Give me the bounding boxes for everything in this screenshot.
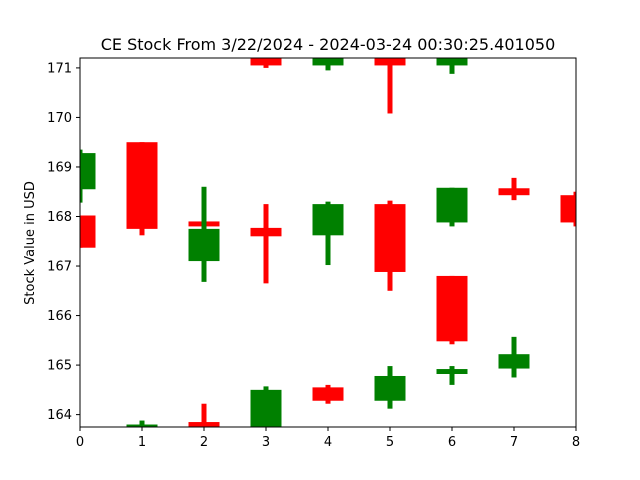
y-tick-label: 164 (47, 408, 72, 423)
candle-body (250, 58, 282, 66)
x-axis-ticks: 0 1 2 3 4 5 6 7 8 (76, 427, 580, 450)
candle (436, 187, 468, 227)
candle-body (80, 153, 96, 190)
candle-body (436, 275, 468, 342)
x-tick-label: 8 (572, 435, 580, 450)
candle (436, 366, 468, 385)
candle (436, 275, 468, 345)
candle (250, 386, 282, 427)
y-tick-label: 170 (47, 111, 72, 126)
candle (80, 215, 96, 248)
candle-body (312, 204, 344, 236)
candle-body (498, 188, 530, 196)
candle-body (312, 387, 344, 401)
candle-wick (201, 403, 207, 427)
x-tick-label: 6 (448, 435, 456, 450)
candle-body (374, 58, 406, 66)
candle-body (188, 228, 220, 262)
candle-wick (449, 366, 455, 385)
candle (250, 58, 282, 68)
y-tick-label: 168 (47, 210, 72, 225)
candle (498, 336, 530, 378)
candle-body (126, 424, 158, 427)
candle-body (312, 58, 344, 66)
candle-body (250, 227, 282, 237)
candle (80, 149, 96, 203)
candle-wick (387, 58, 393, 114)
candle-body (436, 369, 468, 375)
candle-body (374, 375, 406, 401)
candle (312, 384, 344, 404)
candle (560, 191, 576, 227)
candle-body (498, 354, 530, 369)
candle-wick (139, 420, 145, 427)
candle-body (436, 187, 468, 223)
candle (188, 186, 220, 282)
candle (250, 204, 282, 284)
chart-title: CE Stock From 3/22/2024 - 2024-03-24 00:… (101, 35, 556, 54)
candle-body (188, 422, 220, 427)
candle (188, 403, 220, 427)
candle (126, 142, 158, 236)
x-tick-label: 7 (510, 435, 518, 450)
candle (374, 366, 406, 409)
y-tick-label: 165 (47, 359, 72, 374)
candle-body (374, 204, 406, 272)
candle-body (250, 389, 282, 427)
candle (498, 177, 530, 201)
candle (312, 201, 344, 266)
plot-frame (79, 57, 577, 428)
y-tick-label: 167 (47, 260, 72, 275)
y-tick-label: 166 (47, 309, 72, 324)
candle-wick (263, 204, 269, 284)
y-tick-label: 169 (47, 160, 72, 175)
candle (126, 420, 158, 427)
y-tick-label: 171 (47, 61, 72, 76)
x-tick-label: 5 (386, 435, 394, 450)
candle (436, 58, 468, 74)
x-tick-label: 3 (262, 435, 270, 450)
candle (312, 58, 344, 71)
candle-body (126, 142, 158, 229)
x-tick-label: 2 (200, 435, 208, 450)
y-axis-ticks: 164 165 166 167 168 169 170 171 (47, 61, 80, 423)
candle-body (80, 215, 96, 248)
x-tick-label: 4 (324, 435, 332, 450)
candle-body (436, 58, 468, 66)
candle (374, 200, 406, 291)
candle-wick (449, 58, 455, 74)
candles-layer (80, 58, 576, 427)
y-axis-label: Stock Value in USD (23, 181, 38, 305)
x-tick-label: 1 (138, 435, 146, 450)
x-tick-label: 0 (76, 435, 84, 450)
candle (374, 58, 406, 114)
candle-body (560, 195, 576, 223)
